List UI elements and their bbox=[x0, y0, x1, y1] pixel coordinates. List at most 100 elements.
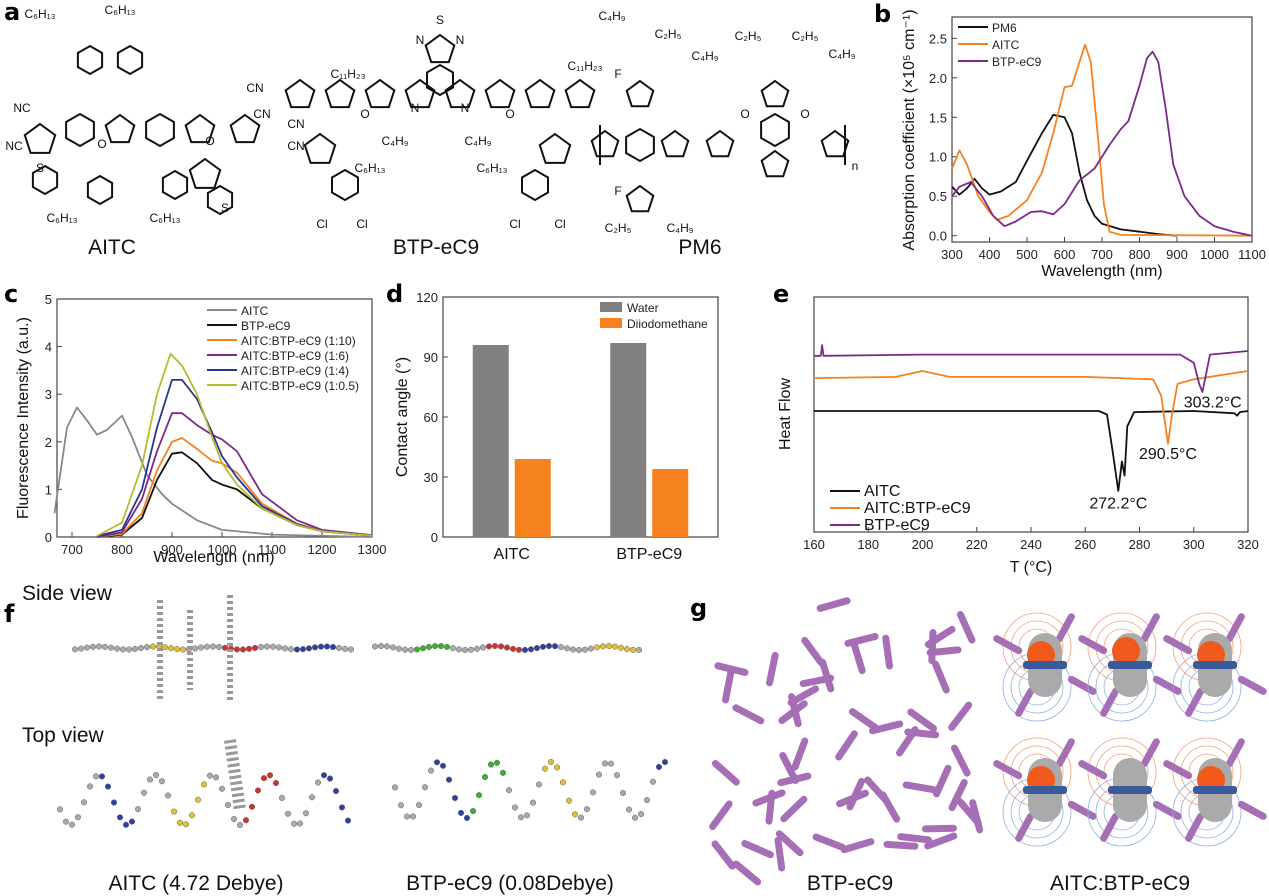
atom bbox=[143, 644, 151, 651]
atom bbox=[589, 789, 597, 796]
atom bbox=[122, 821, 130, 828]
ring bbox=[104, 113, 136, 144]
legend-label: AITC bbox=[864, 483, 900, 500]
side-chain bbox=[224, 739, 246, 811]
legend-label: AITC:BTP-eC9 (1:4) bbox=[241, 364, 349, 378]
atom bbox=[152, 771, 160, 779]
ring bbox=[705, 129, 735, 158]
atom bbox=[509, 645, 517, 652]
atom bbox=[128, 818, 136, 825]
atom-label: Cl bbox=[356, 217, 367, 231]
atom bbox=[224, 801, 232, 809]
atom bbox=[158, 778, 166, 785]
x-tick-label: 1000 bbox=[1200, 247, 1229, 262]
atom-label: C₆H₁₃ bbox=[354, 161, 385, 175]
atom bbox=[499, 769, 507, 776]
panel-label-a: a bbox=[4, 0, 20, 26]
atom bbox=[419, 645, 427, 652]
atom bbox=[661, 759, 669, 766]
structure-name-pm6: PM6 bbox=[678, 236, 721, 259]
ring bbox=[521, 168, 549, 202]
atom bbox=[643, 797, 651, 804]
atom bbox=[557, 643, 565, 651]
btp-bridge bbox=[1023, 786, 1067, 794]
molecule-rod bbox=[1237, 675, 1267, 695]
atom-label: n bbox=[852, 159, 859, 173]
atom bbox=[443, 643, 451, 650]
ring bbox=[404, 78, 436, 109]
series-line-aitc bbox=[53, 406, 373, 538]
ring bbox=[145, 112, 175, 148]
atom bbox=[164, 792, 172, 799]
atom-label: C₂H₅ bbox=[735, 29, 762, 43]
atom bbox=[263, 643, 271, 650]
atom bbox=[83, 644, 91, 651]
atom bbox=[421, 784, 429, 791]
atom bbox=[631, 814, 639, 821]
atom bbox=[305, 645, 313, 652]
y-tick-label: 30 bbox=[424, 470, 438, 485]
molecule-rod bbox=[835, 730, 858, 761]
atom-label: CN bbox=[287, 117, 304, 131]
molecule-rod bbox=[950, 744, 971, 777]
atom bbox=[269, 643, 277, 650]
bar-water-btp-ec9 bbox=[610, 343, 647, 537]
atom-label: C₁₁H₂₃ bbox=[331, 67, 366, 81]
x-tick-label: 1000 bbox=[208, 542, 237, 557]
panel-label-b: b bbox=[874, 0, 891, 28]
molecule-rod bbox=[711, 759, 740, 786]
atom bbox=[194, 796, 202, 803]
legend-label: BTP-eC9 bbox=[241, 319, 291, 333]
atom bbox=[92, 773, 100, 780]
atom bbox=[505, 787, 513, 794]
legend-label: Water bbox=[627, 301, 659, 315]
y-tick-label: 60 bbox=[424, 410, 438, 425]
molecule-rod bbox=[879, 791, 901, 823]
molecule-rod bbox=[840, 838, 875, 854]
atom bbox=[481, 773, 489, 781]
atom bbox=[533, 644, 541, 652]
chart-b: 300 400 500 600 700 800 900 1000 1100 0.0 0.5 1.0 1.… bbox=[901, 9, 1266, 280]
legend-swatch bbox=[600, 318, 622, 328]
atom-label: C₆H₁₃ bbox=[476, 161, 507, 175]
atom bbox=[101, 643, 109, 650]
atom bbox=[335, 644, 343, 652]
atom bbox=[167, 645, 175, 652]
peak-annotation: 290.5°C bbox=[1139, 446, 1197, 463]
atom bbox=[563, 645, 571, 652]
atom bbox=[248, 803, 256, 810]
atom bbox=[344, 817, 352, 824]
molecule-rod bbox=[1163, 760, 1193, 780]
chart-c: 700 800 900 1000 1100 1200 1300 0 1 2 3 4 5 Wavelengt… bbox=[15, 292, 386, 566]
molecule-rod bbox=[924, 625, 956, 648]
atom bbox=[377, 642, 385, 650]
x-tick-label: 600 bbox=[1054, 247, 1076, 262]
atom bbox=[625, 806, 633, 813]
atom bbox=[391, 784, 399, 791]
molecule-rod bbox=[1152, 675, 1182, 695]
molecule-rod bbox=[948, 778, 968, 812]
molecule-rod bbox=[848, 708, 879, 732]
molecule-rod bbox=[1140, 738, 1160, 768]
atom bbox=[170, 808, 178, 815]
ring bbox=[31, 164, 59, 196]
btp-bridge bbox=[1193, 661, 1237, 669]
charts: 300 400 500 600 700 800 900 1000 11000.00.51.01.… bbox=[15, 9, 1266, 576]
ring bbox=[364, 78, 396, 109]
x-tick-label: 300 bbox=[941, 247, 963, 262]
atom bbox=[371, 643, 379, 650]
molecule-rod bbox=[816, 597, 851, 612]
peak-annotation: 303.2°C bbox=[1184, 394, 1242, 411]
panel-label-g: g bbox=[690, 594, 707, 622]
y-tick-label: 0 bbox=[431, 530, 438, 545]
molecule-rod bbox=[709, 800, 733, 831]
atom bbox=[314, 779, 322, 786]
legend-label: AITC bbox=[241, 304, 269, 318]
atom-label: N bbox=[416, 33, 425, 47]
molecule-rod bbox=[766, 651, 779, 687]
atom bbox=[395, 645, 403, 652]
y-tick-label: 2.0 bbox=[929, 71, 947, 86]
atom bbox=[581, 646, 589, 653]
atom bbox=[161, 644, 169, 651]
molecule-rod bbox=[882, 634, 893, 670]
